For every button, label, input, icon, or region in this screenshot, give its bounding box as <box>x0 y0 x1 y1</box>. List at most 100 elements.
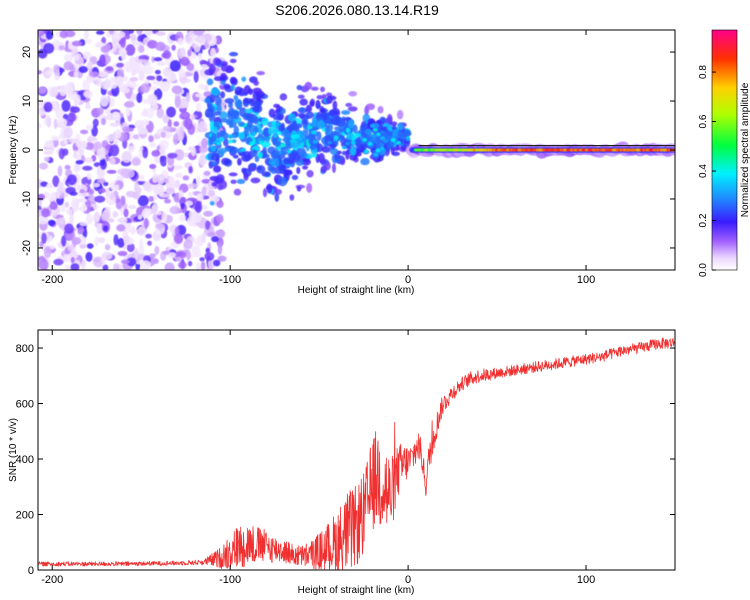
spectrogram-cell <box>117 31 126 39</box>
spectrogram-cell <box>213 259 221 267</box>
spectrogram-cell <box>175 256 183 262</box>
spectrogram-cell <box>201 137 208 149</box>
spectrogram-cell <box>341 131 346 137</box>
spectrogram-cell <box>360 157 370 166</box>
spectrogram-cell <box>320 86 325 93</box>
spectrogram-cell <box>40 181 49 187</box>
spectrogram-cell <box>83 90 93 99</box>
spectrogram-cell <box>211 181 218 187</box>
spectrogram-cell <box>178 69 186 78</box>
spectrogram-x-tick-label: 100 <box>577 274 595 286</box>
spectrogram-cell <box>172 133 179 146</box>
spectrogram-cell <box>109 122 120 127</box>
spectrogram-cell <box>367 141 373 146</box>
spectrogram-cell <box>364 128 372 135</box>
spectrogram-cell <box>258 130 264 135</box>
spectrogram-cell <box>92 182 101 188</box>
spectrogram-cell <box>297 136 303 141</box>
spectrogram-cell <box>180 202 185 210</box>
spectrogram-cell <box>184 117 193 130</box>
spectrogram-cell <box>276 105 281 113</box>
spectrogram-cell <box>120 52 127 61</box>
spectrogram-cell <box>85 251 93 262</box>
spectrogram-cell <box>38 48 48 59</box>
spectrogram-cell <box>118 49 128 55</box>
spectrogram-cell <box>149 163 157 169</box>
spectrogram-cell <box>132 191 141 200</box>
colorbar-tick-label: 0.8 <box>698 65 709 79</box>
spectrogram-cell <box>390 145 400 152</box>
spectrogram-cell <box>393 129 399 134</box>
spectrogram-cell <box>165 187 175 195</box>
spectrogram-cell <box>172 165 183 170</box>
spectrogram-cell <box>252 87 262 95</box>
spectrogram-cell <box>304 81 313 90</box>
spectrogram-cell <box>156 75 163 82</box>
spectrogram-cell <box>95 30 105 35</box>
spectrogram-cell <box>350 146 357 156</box>
spectrogram-cell <box>109 144 120 157</box>
spectrogram-cell <box>352 124 358 134</box>
spectrogram-cell <box>375 148 381 153</box>
spectrogram-cell <box>169 60 181 72</box>
spectrogram-cell <box>38 162 49 170</box>
spectrogram-cell <box>138 69 145 82</box>
spectrogram-cell <box>158 147 167 156</box>
spectrogram-cell <box>99 54 106 67</box>
spectrogram-cell <box>291 130 297 135</box>
spectrogram-cell <box>116 62 125 68</box>
spectrogram-cell <box>159 155 168 167</box>
spectrogram-cell <box>163 177 168 184</box>
spectrogram-cell <box>137 58 149 64</box>
spectrogram-cell <box>274 157 280 168</box>
spectrogram-cell <box>256 70 265 76</box>
spectrogram-cell <box>123 235 130 245</box>
spectrogram-cell <box>228 172 238 177</box>
spectrogram-cell <box>297 112 306 118</box>
spectrogram-cell <box>120 259 131 264</box>
spectrogram-cell <box>160 131 166 138</box>
spectrogram-cell <box>169 206 180 215</box>
spectrogram-cell <box>38 86 47 95</box>
spectrogram-cell <box>286 149 292 154</box>
spectrogram-cell <box>375 132 381 137</box>
spectrogram-cell <box>210 161 218 167</box>
spectrogram-cell <box>312 139 318 144</box>
spectrogram-cell <box>102 264 109 270</box>
spectrogram-cell <box>391 151 400 157</box>
spectrogram-cell <box>236 178 246 185</box>
spectrogram-cell <box>52 175 60 188</box>
spectrogram-cell <box>82 51 92 60</box>
spectrogram-cell <box>243 98 254 104</box>
spectrogram-cell <box>243 173 249 181</box>
colorbar-label: Normalized spectral amplitude <box>740 82 750 217</box>
spectrogram-cell <box>63 53 74 62</box>
spectrogram-cell <box>222 138 229 147</box>
spectrogram-cell <box>390 137 396 142</box>
spectrogram-cell <box>94 76 102 87</box>
snr-x-axis-label: Height of straight line (km) <box>298 585 415 596</box>
spectrogram-cell <box>108 218 115 223</box>
spectrogram-cell <box>253 80 259 86</box>
spectrogram-cell <box>53 118 58 129</box>
spectrogram-cell <box>296 84 303 91</box>
spectrogram-cell <box>207 231 216 237</box>
spectrogram-cell <box>341 145 347 150</box>
spectrogram-cell <box>151 149 161 157</box>
spectrogram-cell <box>305 104 313 113</box>
spectrogram-cell <box>332 100 338 110</box>
spectrogram-cell <box>73 161 79 173</box>
spectrogram-cell <box>155 31 166 36</box>
spectrogram-cell <box>113 263 120 270</box>
spectrogram-cell <box>201 186 207 197</box>
spectrogram-cell <box>185 92 191 103</box>
spectrogram-cell <box>272 129 278 134</box>
spectrogram-cell <box>168 252 177 258</box>
spectrogram-cell <box>94 236 99 247</box>
spectrogram-cell <box>319 158 327 164</box>
spectrogram-cell <box>205 220 210 230</box>
spectrogram-cell <box>119 206 125 216</box>
spectrogram-cell <box>98 188 106 194</box>
snr-y-tick-label: 800 <box>16 343 34 355</box>
